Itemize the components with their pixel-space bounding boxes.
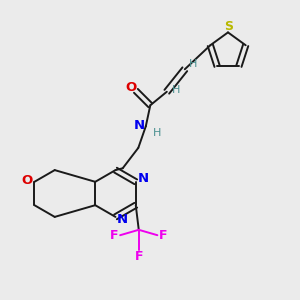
Text: O: O	[22, 174, 33, 187]
Text: H: H	[189, 59, 197, 69]
Text: F: F	[110, 229, 118, 242]
Text: N: N	[137, 172, 148, 185]
Text: F: F	[134, 250, 143, 263]
Text: H: H	[153, 128, 161, 138]
Text: S: S	[224, 20, 233, 34]
Text: H: H	[172, 85, 181, 95]
Text: N: N	[117, 213, 128, 226]
Text: O: O	[126, 81, 137, 94]
Text: F: F	[159, 229, 168, 242]
Text: N: N	[134, 119, 145, 132]
